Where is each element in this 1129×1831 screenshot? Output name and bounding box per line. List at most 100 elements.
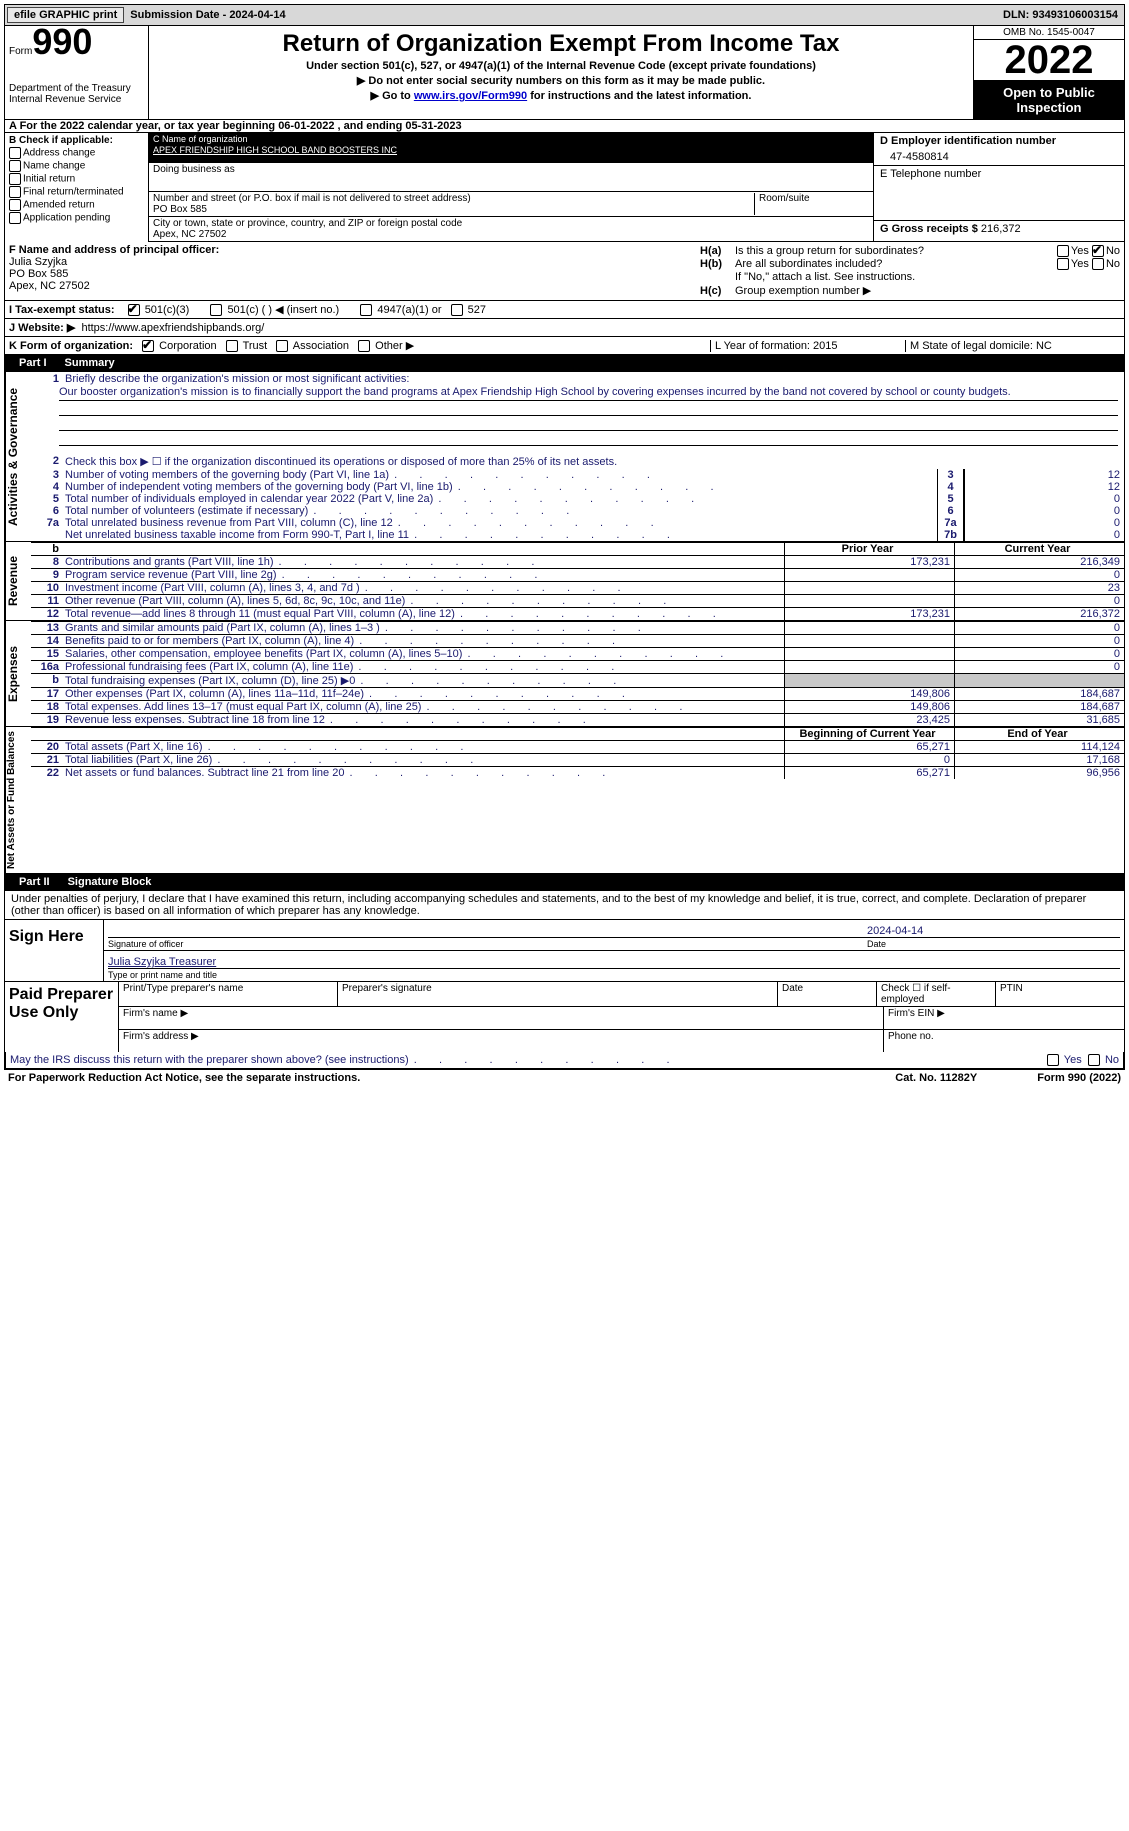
row-fh: F Name and address of principal officer:…	[4, 242, 1125, 301]
sub3-pre: ▶ Go to	[371, 90, 414, 102]
chk-501c3[interactable]	[128, 304, 140, 316]
vlabel-activities: Activities & Governance	[5, 372, 31, 541]
paperwork-notice: For Paperwork Reduction Act Notice, see …	[8, 1072, 895, 1084]
row-a-taxyear: A For the 2022 calendar year, or tax yea…	[4, 120, 1125, 133]
summary-line: 3Number of voting members of the governi…	[31, 469, 1124, 481]
chk-address-change[interactable]	[9, 147, 21, 159]
table-row: 10Investment income (Part VIII, column (…	[31, 581, 1124, 594]
table-row: 15Salaries, other compensation, employee…	[31, 647, 1124, 660]
box-f: F Name and address of principal officer:…	[5, 242, 696, 300]
hb-no[interactable]	[1092, 258, 1104, 270]
year-formation: L Year of formation: 2015	[710, 340, 905, 352]
chk-4947[interactable]	[360, 304, 372, 316]
mission-blank3	[59, 431, 1118, 446]
hdr-begin-year: Beginning of Current Year	[784, 728, 954, 740]
subtitle-3: ▶ Go to www.irs.gov/Form990 for instruct…	[155, 89, 967, 102]
irs-discuss-row: May the IRS discuss this return with the…	[5, 1052, 1124, 1069]
part2-title: Signature Block	[68, 876, 152, 888]
table-row: 21Total liabilities (Part X, line 26)017…	[31, 753, 1124, 766]
sub3-post: for instructions and the latest informat…	[527, 90, 751, 102]
topbar: efile GRAPHIC print Submission Date - 20…	[4, 4, 1125, 26]
discuss-no[interactable]	[1088, 1054, 1100, 1066]
opt-501c: 501(c) ( ) ◀ (insert no.)	[227, 304, 339, 316]
hdr-end-year: End of Year	[954, 728, 1124, 740]
row-j-label: J Website: ▶	[9, 321, 75, 334]
officer-addr1: PO Box 585	[9, 268, 68, 280]
chk-other[interactable]	[358, 340, 370, 352]
state-domicile: M State of legal domicile: NC	[905, 340, 1120, 352]
sig-officer-label: Signature of officer	[108, 939, 183, 949]
dba-label: Doing business as	[153, 164, 235, 175]
summary-line: 5Total number of individuals employed in…	[31, 493, 1124, 505]
table-row: 14Benefits paid to or for members (Part …	[31, 634, 1124, 647]
hb-yes[interactable]	[1057, 258, 1069, 270]
row-i: I Tax-exempt status: 501(c)(3) 501(c) ( …	[4, 301, 1125, 319]
table-row: 16aProfessional fundraising fees (Part I…	[31, 660, 1124, 673]
opt-amended: Amended return	[23, 200, 95, 211]
chk-corp[interactable]	[142, 340, 154, 352]
chk-name-change[interactable]	[9, 160, 21, 172]
no-label: No	[1106, 245, 1120, 257]
tax-year: 2022	[974, 40, 1124, 81]
opt-4947: 4947(a)(1) or	[377, 304, 441, 316]
cat-no: Cat. No. 11282Y	[895, 1072, 977, 1084]
box-de: D Employer identification number 47-4580…	[874, 133, 1124, 241]
part1-revenue: Revenue b Prior Year Current Year 8Contr…	[4, 542, 1125, 621]
part1-netassets: Net Assets or Fund Balances Beginning of…	[4, 727, 1125, 874]
chk-amended[interactable]	[9, 199, 21, 211]
open-inspection: Open to Public Inspection	[974, 81, 1124, 119]
line1-label: Briefly describe the organization's miss…	[65, 373, 1124, 385]
box-b-label: B Check if applicable:	[9, 135, 144, 146]
opt-initial-return: Initial return	[23, 174, 75, 185]
opt-trust: Trust	[243, 340, 268, 352]
chk-initial-return[interactable]	[9, 173, 21, 185]
name-title-value: Julia Szyjka Treasurer	[108, 956, 1120, 969]
box-g-label: G Gross receipts $	[880, 223, 978, 235]
discuss-yes[interactable]	[1047, 1054, 1059, 1066]
hb-text: Are all subordinates included?	[735, 258, 1057, 270]
street-label: Number and street (or P.O. box if mail i…	[153, 193, 471, 204]
chk-app-pending[interactable]	[9, 212, 21, 224]
chk-527[interactable]	[451, 304, 463, 316]
org-name[interactable]: APEX FRIENDSHIP HIGH SCHOOL BAND BOOSTER…	[153, 145, 869, 155]
box-c: C Name of organization APEX FRIENDSHIP H…	[149, 133, 874, 241]
firm-ein-label: Firm's EIN ▶	[884, 1007, 1124, 1029]
dept-label: Department of the Treasury Internal Reve…	[9, 83, 144, 105]
subtitle-1: Under section 501(c), 527, or 4947(a)(1)…	[155, 60, 967, 72]
opt-501c3: 501(c)(3)	[145, 304, 190, 316]
form-title: Return of Organization Exempt From Incom…	[155, 30, 967, 58]
officer-signature[interactable]	[108, 925, 867, 938]
chk-assoc[interactable]	[276, 340, 288, 352]
table-row: 22Net assets or fund balances. Subtract …	[31, 766, 1124, 779]
mission-blank1	[59, 401, 1118, 416]
chk-501c[interactable]	[210, 304, 222, 316]
opt-name-change: Name change	[23, 161, 85, 172]
city-value: Apex, NC 27502	[153, 229, 226, 240]
form-ref: Form 990 (2022)	[1037, 1072, 1121, 1084]
subtitle-2: ▶ Do not enter social security numbers o…	[155, 74, 967, 87]
sig-date-value: 2024-04-14	[867, 925, 1120, 938]
prep-name-label: Print/Type preparer's name	[119, 982, 338, 1006]
website-value: https://www.apexfriendshipbands.org/	[81, 322, 264, 334]
table-row: 19Revenue less expenses. Subtract line 1…	[31, 713, 1124, 726]
paid-preparer-label: Paid Preparer Use Only	[5, 982, 118, 1052]
hb-note: If "No," attach a list. See instructions…	[735, 271, 1120, 283]
page-footer: For Paperwork Reduction Act Notice, see …	[4, 1070, 1125, 1086]
part1-header: Part I Summary	[4, 355, 1125, 372]
hdr-current-year: Current Year	[954, 543, 1124, 555]
form-number: 990	[32, 21, 92, 62]
table-row: 12Total revenue—add lines 8 through 11 (…	[31, 607, 1124, 620]
chk-final-return[interactable]	[9, 186, 21, 198]
irs-link[interactable]: www.irs.gov/Form990	[414, 90, 527, 102]
ha-no[interactable]	[1092, 245, 1104, 257]
yes-label: Yes	[1071, 245, 1089, 257]
gross-receipts: 216,372	[981, 223, 1021, 235]
chk-trust[interactable]	[226, 340, 238, 352]
dln: DLN: 93493106003154	[1003, 9, 1124, 21]
officer-addr2: Apex, NC 27502	[9, 280, 90, 292]
ha-yes[interactable]	[1057, 245, 1069, 257]
table-row: 8Contributions and grants (Part VIII, li…	[31, 555, 1124, 568]
row-k-label: K Form of organization:	[9, 340, 133, 352]
prep-sig-label: Preparer's signature	[338, 982, 778, 1006]
sign-here-label: Sign Here	[5, 920, 103, 981]
